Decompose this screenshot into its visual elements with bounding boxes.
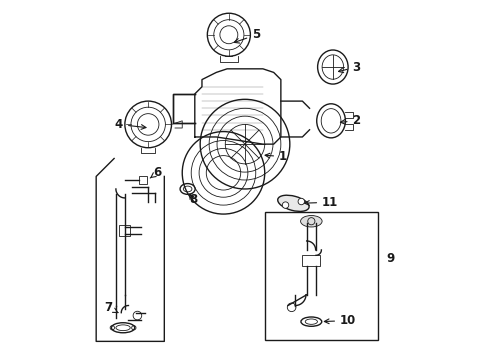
Bar xyxy=(302,255,320,266)
Ellipse shape xyxy=(278,195,309,211)
Text: 10: 10 xyxy=(324,314,356,327)
Text: 7: 7 xyxy=(104,301,118,314)
Text: 3: 3 xyxy=(339,60,361,73)
Circle shape xyxy=(282,202,289,208)
Text: 9: 9 xyxy=(387,252,395,265)
Ellipse shape xyxy=(300,216,322,227)
Text: 6: 6 xyxy=(150,166,161,179)
Text: 4: 4 xyxy=(115,118,146,131)
Bar xyxy=(119,225,129,235)
Text: 5: 5 xyxy=(234,28,260,43)
Bar xyxy=(265,212,378,339)
Bar xyxy=(139,176,147,184)
Text: 2: 2 xyxy=(341,114,361,127)
Text: 8: 8 xyxy=(189,193,197,206)
Text: 1: 1 xyxy=(265,150,287,163)
Text: 11: 11 xyxy=(305,196,339,209)
Circle shape xyxy=(298,198,304,205)
